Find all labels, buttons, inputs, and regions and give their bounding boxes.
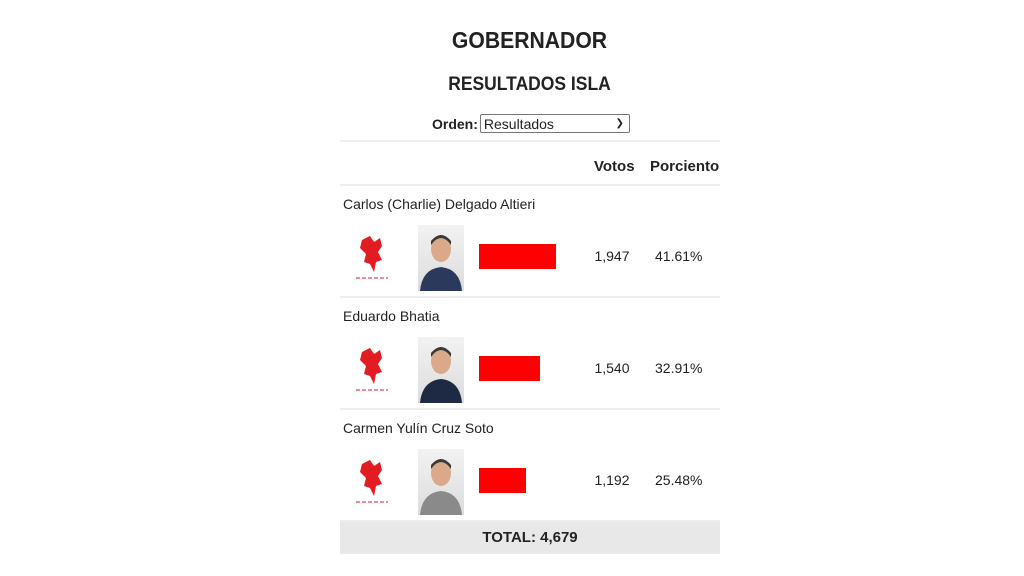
candidate-percent: 41.61% [655, 248, 703, 264]
candidate-percent: 32.91% [655, 360, 703, 376]
page-subtitle: RESULTADOS ISLA [448, 74, 611, 95]
table-header: Votos Porciento [340, 142, 720, 186]
results-table: Votos Porciento Carlos (Charlie) Delgado… [340, 140, 720, 554]
candidate-votes: 1,540 [594, 360, 630, 376]
chevron-down-icon: ❯ [615, 118, 624, 129]
party-logo-icon [356, 236, 388, 279]
order-label: Orden: [432, 115, 478, 132]
result-bar [479, 468, 527, 493]
result-bar [479, 356, 540, 381]
party-logo-icon [356, 460, 388, 503]
votes-header: Votos [594, 158, 635, 175]
candidate-row: Carmen Yulín Cruz Soto 1,192 25.48% [340, 410, 720, 522]
candidate-name: Eduardo Bhatia [343, 308, 440, 324]
result-bar [479, 244, 556, 269]
order-control: Orden: Resultados ❯ [432, 114, 630, 133]
candidate-name: Carmen Yulín Cruz Soto [343, 420, 494, 436]
candidate-photo [418, 225, 464, 291]
candidate-percent: 25.48% [655, 472, 703, 488]
candidate-votes: 1,947 [594, 248, 630, 264]
candidate-row: Eduardo Bhatia 1,540 32.91% [340, 298, 720, 410]
candidate-photo [418, 449, 464, 515]
order-selected-value: Resultados [483, 115, 554, 132]
candidate-photo [418, 337, 464, 403]
candidate-row: Carlos (Charlie) Delgado Altieri 1,947 4… [340, 186, 720, 298]
candidate-votes: 1,192 [594, 472, 630, 488]
order-select[interactable]: Resultados ❯ [479, 114, 630, 133]
candidate-name: Carlos (Charlie) Delgado Altieri [343, 196, 536, 212]
percent-header: Porciento [650, 158, 720, 175]
total-row: TOTAL: 4,679 [340, 522, 720, 554]
page-title: GOBERNADOR [451, 27, 608, 53]
party-logo-icon [356, 348, 388, 391]
